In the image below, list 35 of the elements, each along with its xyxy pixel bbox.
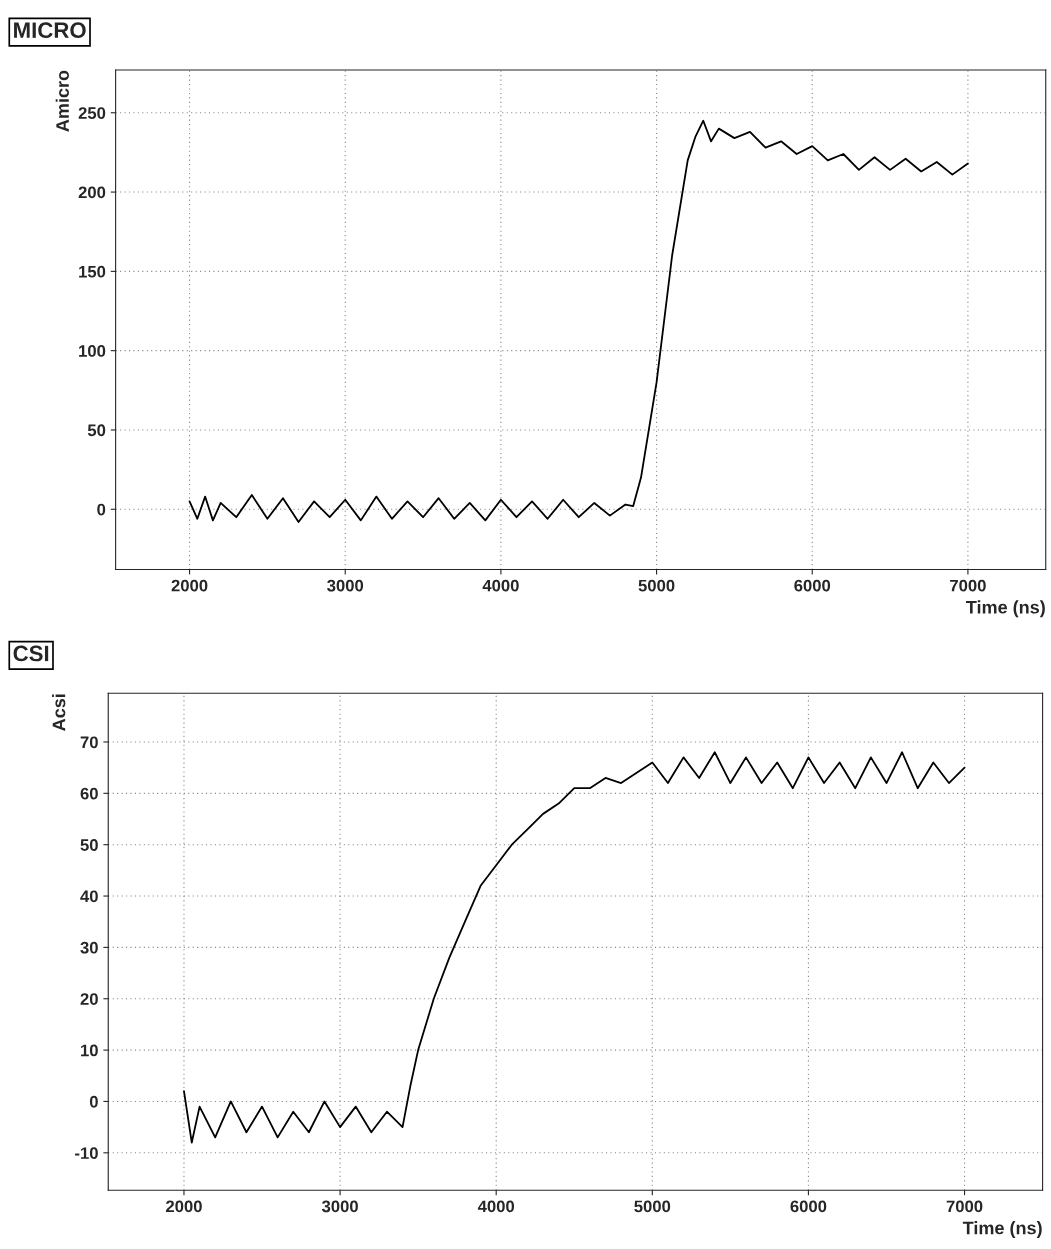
x-tick-label: 6000 <box>794 579 831 592</box>
y-tick-label: 50 <box>87 424 106 437</box>
x-tick-label: 7000 <box>946 1200 983 1213</box>
chart-title: MICRO <box>14 22 86 39</box>
y-tick-label: 60 <box>80 787 98 800</box>
y-tick-label: 50 <box>80 839 98 851</box>
line-series <box>188 119 969 523</box>
y-tick-label: 0 <box>89 1095 98 1108</box>
chart-title: CSI <box>13 645 49 662</box>
line-series <box>183 751 966 1144</box>
y-tick-label: 0 <box>97 503 106 516</box>
x-tick-label: 7000 <box>950 579 986 592</box>
x-tick-label: 2000 <box>171 579 208 592</box>
y-tick-label: -10 <box>75 1147 98 1160</box>
x-tick-label: 3000 <box>321 1200 358 1213</box>
x-tick-label: 4000 <box>482 579 519 592</box>
y-tick-label: 10 <box>81 1044 98 1057</box>
y-tick-label: 200 <box>78 186 106 199</box>
x-tick-label: 3000 <box>327 579 364 592</box>
x-axis-title: Time (ns) <box>962 1221 1042 1238</box>
y-tick-label: 150 <box>79 265 106 278</box>
y-tick-label: 20 <box>80 993 98 1005</box>
y-tick-label: 250 <box>78 107 106 119</box>
y-tick-label: 40 <box>80 890 98 903</box>
y-tick-label: 70 <box>80 736 98 749</box>
x-tick-label: 2000 <box>166 1200 202 1213</box>
x-tick-label: 4000 <box>477 1200 515 1213</box>
x-tick-label: 5000 <box>638 579 675 592</box>
x-axis-title: Time (ns) <box>966 600 1045 618</box>
y-axis-title: Amicro <box>55 70 69 132</box>
y-tick-label: 100 <box>79 345 106 357</box>
y-axis-title: Acsi <box>52 694 66 731</box>
y-tick-label: 30 <box>80 941 98 954</box>
x-tick-label: 6000 <box>790 1200 827 1213</box>
x-tick-label: 5000 <box>634 1200 671 1213</box>
